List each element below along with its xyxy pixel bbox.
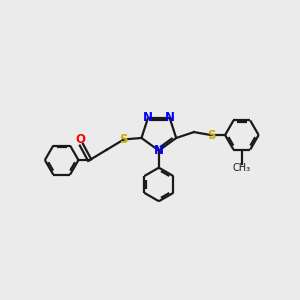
Text: O: O — [75, 133, 85, 146]
Text: N: N — [154, 144, 164, 157]
Text: S: S — [207, 128, 215, 142]
Text: N: N — [143, 111, 153, 124]
Text: N: N — [165, 111, 175, 124]
Text: S: S — [120, 133, 128, 146]
Text: CH₃: CH₃ — [233, 163, 251, 173]
